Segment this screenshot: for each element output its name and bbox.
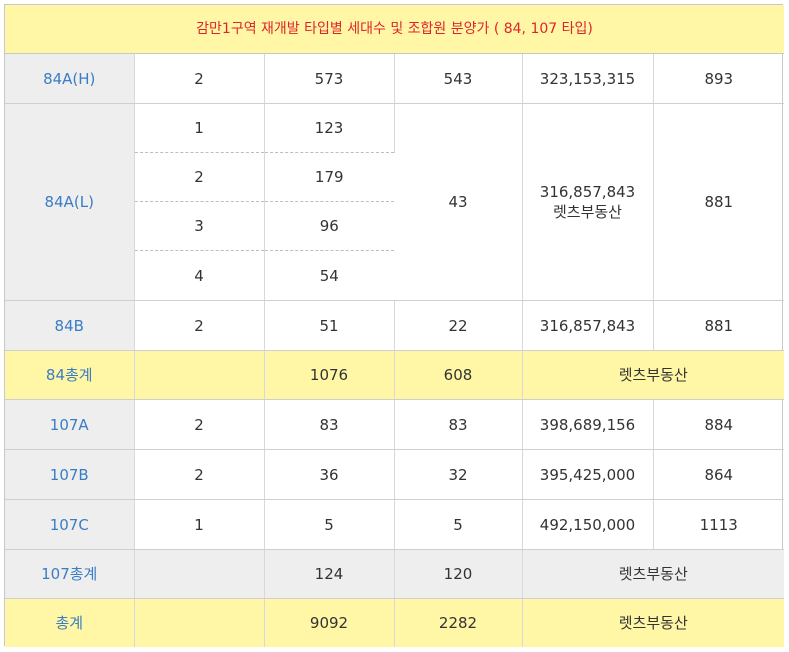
price-value: 316,857,843 bbox=[539, 183, 636, 201]
table-row-107-total: 107총계 124 120 렛츠부동산 bbox=[5, 549, 785, 599]
table-cell: 573 bbox=[264, 53, 395, 104]
table-cell: 884 bbox=[653, 399, 785, 450]
table-row-grand-total: 총계 9092 2282 렛츠부동산 bbox=[5, 598, 785, 647]
table-row-107c: 107C 1 5 5 492,150,000 1113 bbox=[5, 499, 785, 550]
table-cell: 5 bbox=[394, 499, 523, 550]
table-cell: 608 bbox=[394, 350, 523, 400]
table-cell: 2 bbox=[134, 300, 265, 351]
table-cell bbox=[134, 598, 265, 647]
price-note: 렛츠부동산 bbox=[552, 203, 622, 221]
type-label: 107A bbox=[5, 399, 135, 450]
table-row-84b: 84B 2 51 22 316,857,843 881 bbox=[5, 300, 785, 351]
type-label: 84B bbox=[5, 300, 135, 351]
table-cell: 2 bbox=[134, 399, 265, 450]
table-cell: 83 bbox=[394, 399, 523, 450]
table-cell: 22 bbox=[394, 300, 523, 351]
table-cell: 864 bbox=[653, 449, 785, 500]
table-cell: 4 bbox=[134, 250, 265, 301]
type-label: 총계 bbox=[5, 598, 135, 647]
table-cell: 316,857,843 bbox=[522, 300, 654, 351]
table-cell: 1 bbox=[134, 103, 265, 153]
table-cell: 881 bbox=[653, 103, 785, 301]
table-cell: 893 bbox=[653, 53, 785, 104]
table-cell: 1 bbox=[134, 499, 265, 550]
table-cell bbox=[134, 549, 265, 599]
table-cell: 96 bbox=[264, 201, 394, 251]
table-cell: 36 bbox=[264, 449, 395, 500]
table-subrow: 3 96 bbox=[5, 201, 784, 251]
table-cell: 398,689,156 bbox=[522, 399, 654, 450]
type-label: 84A(L) bbox=[5, 103, 135, 301]
table-cell: 43 bbox=[394, 103, 523, 301]
type-label: 107B bbox=[5, 449, 135, 500]
table-title: 감만1구역 재개발 타입별 세대수 및 조합원 분양가 ( 84, 107 타입… bbox=[5, 5, 785, 54]
table-cell: 124 bbox=[264, 549, 395, 599]
table-cell: 32 bbox=[394, 449, 523, 500]
table-cell: 5 bbox=[264, 499, 395, 550]
price-table-container: 감만1구역 재개발 타입별 세대수 및 조합원 분양가 ( 84, 107 타입… bbox=[4, 4, 785, 647]
table-cell: 렛츠부동산 bbox=[522, 350, 785, 400]
table-cell: 323,153,315 bbox=[522, 53, 654, 104]
price-table: 감만1구역 재개발 타입별 세대수 및 조합원 분양가 ( 84, 107 타입… bbox=[5, 5, 785, 647]
table-cell: 2 bbox=[134, 152, 265, 202]
table-title-row: 감만1구역 재개발 타입별 세대수 및 조합원 분양가 ( 84, 107 타입… bbox=[5, 5, 785, 54]
table-row-107b: 107B 2 36 32 395,425,000 864 bbox=[5, 449, 785, 500]
table-subrow: 4 54 bbox=[5, 250, 784, 301]
table-cell: 492,150,000 bbox=[522, 499, 654, 550]
table-cell: 120 bbox=[394, 549, 523, 599]
table-cell: 렛츠부동산 bbox=[522, 549, 785, 599]
table-cell: 2282 bbox=[394, 598, 523, 647]
table-cell: 881 bbox=[653, 300, 785, 351]
table-cell: 83 bbox=[264, 399, 395, 450]
type-label: 107총계 bbox=[5, 549, 135, 599]
table-cell: 51 bbox=[264, 300, 395, 351]
table-cell: 2 bbox=[134, 53, 265, 104]
table-cell bbox=[134, 350, 265, 400]
table-cell: 9092 bbox=[264, 598, 395, 647]
table-cell: 543 bbox=[394, 53, 523, 104]
table-cell: 123 bbox=[264, 103, 395, 153]
table-cell: 179 bbox=[264, 152, 394, 202]
table-cell: 2 bbox=[134, 449, 265, 500]
type-label: 84A(H) bbox=[5, 53, 135, 104]
type-label: 107C bbox=[5, 499, 135, 550]
table-cell: 3 bbox=[134, 201, 265, 251]
table-cell: 395,425,000 bbox=[522, 449, 654, 500]
table-cell: 렛츠부동산 bbox=[522, 598, 785, 647]
table-row-84a-h: 84A(H) 2 573 543 323,153,315 893 bbox=[5, 53, 785, 104]
table-cell: 54 bbox=[264, 250, 394, 301]
table-cell-price: 316,857,843 렛츠부동산 bbox=[522, 103, 654, 301]
table-cell: 1076 bbox=[264, 350, 395, 400]
type-label: 84총계 bbox=[5, 350, 135, 400]
table-subrow: 2 179 bbox=[5, 152, 784, 202]
table-row-84a-l: 84A(L) 1 123 43 316,857,843 렛츠부동산 881 bbox=[5, 103, 785, 301]
table-cell: 1113 bbox=[653, 499, 785, 550]
table-row-107a: 107A 2 83 83 398,689,156 884 bbox=[5, 399, 785, 450]
table-row-84-total: 84총계 1076 608 렛츠부동산 bbox=[5, 350, 785, 400]
